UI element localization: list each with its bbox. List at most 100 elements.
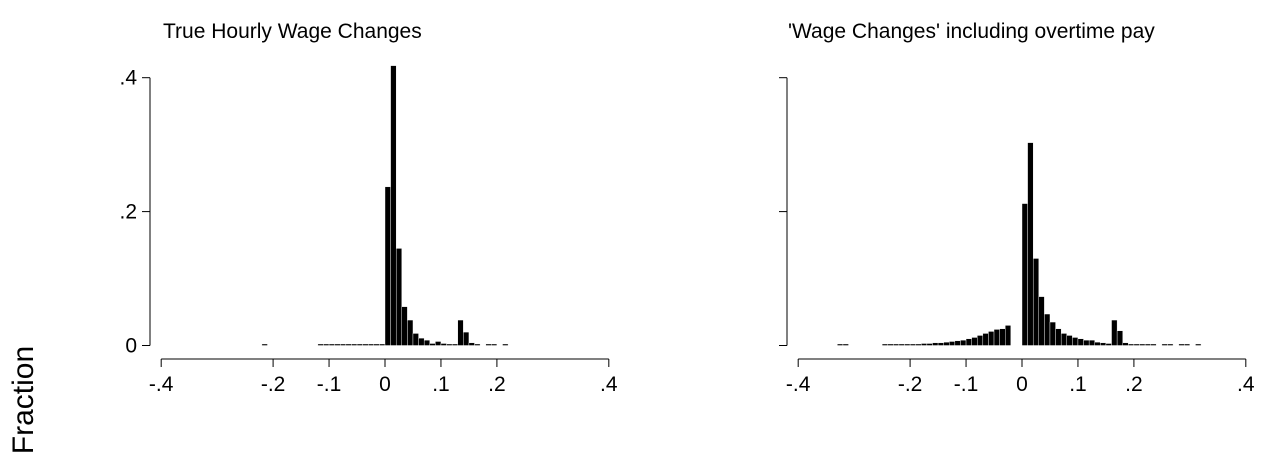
x-tick-label: -.1 — [317, 373, 342, 396]
histogram-bar — [1049, 321, 1056, 346]
histogram-bar — [977, 335, 984, 346]
y-tick-label: .2 — [119, 201, 137, 224]
histogram-bar — [395, 248, 402, 346]
x-tick-label: -.1 — [954, 373, 979, 396]
x-tick-label: -.2 — [898, 373, 923, 396]
histogram-bar — [1111, 319, 1118, 346]
histogram-bar — [1044, 313, 1051, 346]
histogram-bar — [1139, 343, 1146, 346]
histogram-bar — [909, 343, 916, 346]
x-tick-label: .1 — [1069, 373, 1087, 396]
histogram-bar — [993, 329, 1000, 346]
histogram-bar — [502, 343, 509, 346]
histogram-bar — [971, 337, 978, 346]
histogram-bar — [340, 343, 347, 346]
histogram-bar — [362, 343, 369, 346]
x-tick-label: .2 — [1125, 373, 1143, 396]
histogram-bar — [1060, 333, 1067, 346]
x-tick-label: -.2 — [261, 373, 286, 396]
x-tick-label: .2 — [488, 373, 506, 396]
histogram-bar — [1083, 339, 1090, 346]
histogram-bar — [1027, 142, 1034, 346]
histogram-bar — [384, 186, 391, 346]
panel-title: True Hourly Wage Changes — [163, 20, 422, 43]
histogram-bar — [1005, 325, 1012, 346]
histogram-bar — [328, 343, 335, 346]
y-tick-label: 0 — [125, 335, 137, 358]
histogram-bar — [1055, 328, 1062, 346]
histogram-bar — [446, 343, 453, 346]
histogram-bar — [1072, 337, 1079, 346]
histogram-bar — [926, 343, 933, 346]
histogram-bar — [1144, 343, 1151, 346]
histogram-bar — [1100, 342, 1107, 346]
histogram-bar — [1161, 343, 1168, 346]
histogram-bar — [1038, 296, 1045, 346]
histogram-bar — [429, 343, 436, 346]
histogram-bar — [954, 340, 961, 346]
histogram-bar — [898, 343, 905, 346]
histogram-bar — [418, 337, 425, 346]
histogram-bar — [837, 343, 844, 346]
histogram-bar — [423, 339, 430, 346]
histogram-bar — [1184, 343, 1191, 346]
histogram-bar — [1088, 339, 1095, 346]
histogram-bar — [1167, 343, 1174, 346]
histogram-bar — [1128, 343, 1135, 346]
histogram-bar — [1195, 343, 1202, 346]
histogram-bar — [1122, 342, 1129, 346]
histogram-bar — [937, 342, 944, 346]
histogram-bar — [943, 341, 950, 346]
y-tick-label: .4 — [119, 67, 137, 90]
histogram-bar — [457, 319, 464, 346]
histogram-bar — [1133, 343, 1140, 346]
histogram-bar — [949, 341, 956, 346]
histogram-bar — [345, 343, 352, 346]
x-tick-label: .4 — [1237, 373, 1255, 396]
histogram-bar — [965, 338, 972, 346]
x-tick-label: -.4 — [786, 373, 811, 396]
histogram-bar — [1178, 343, 1185, 346]
histogram-bar — [351, 343, 358, 346]
histogram-bar — [412, 333, 419, 346]
histogram-bar — [401, 306, 408, 346]
histogram-bar — [1094, 341, 1101, 346]
histogram-bar — [368, 343, 375, 346]
histogram-bar — [407, 319, 414, 346]
histogram-bar — [463, 331, 470, 346]
x-tick-label: 0 — [379, 373, 391, 396]
histogram-bar — [451, 343, 458, 346]
histogram-bar — [317, 343, 324, 346]
histogram-bar — [440, 343, 447, 346]
histogram-bar — [982, 333, 989, 346]
histogram-bar — [960, 339, 967, 346]
histogram-bar — [887, 343, 894, 346]
histogram-bar — [999, 328, 1006, 346]
histogram-bar — [1032, 258, 1039, 346]
x-tick-label: 0 — [1016, 373, 1028, 396]
histogram-bar — [893, 343, 900, 346]
histogram-bar — [390, 65, 397, 346]
histogram-bar — [932, 342, 939, 346]
panel-true-hourly-wage-changes: True Hourly Wage Changes 0 .2 .4 -.4 -.2 -.1 0… — [119, 20, 617, 396]
histogram-bar — [379, 343, 386, 346]
histogram-bar — [1116, 330, 1123, 346]
panel-wage-changes-overtime: 'Wage Changes' including overtime pay -.… — [779, 20, 1255, 396]
histogram-bar — [356, 343, 363, 346]
histogram-bar — [842, 343, 849, 346]
histogram-bar — [881, 343, 888, 346]
histogram-bar — [491, 343, 498, 346]
histogram-bar — [373, 343, 380, 346]
x-tick-label: .4 — [600, 373, 618, 396]
histogram-bar — [435, 341, 442, 346]
histogram-bar — [261, 343, 268, 346]
histogram-bar — [323, 343, 330, 346]
histogram-bar — [1066, 335, 1073, 346]
histogram-bar — [1021, 203, 1028, 346]
histogram-bar — [1105, 343, 1112, 346]
histogram-bar — [988, 331, 995, 346]
panel-title: 'Wage Changes' including overtime pay — [788, 20, 1155, 43]
histogram-bar — [334, 343, 341, 346]
histogram-bar — [485, 343, 492, 346]
